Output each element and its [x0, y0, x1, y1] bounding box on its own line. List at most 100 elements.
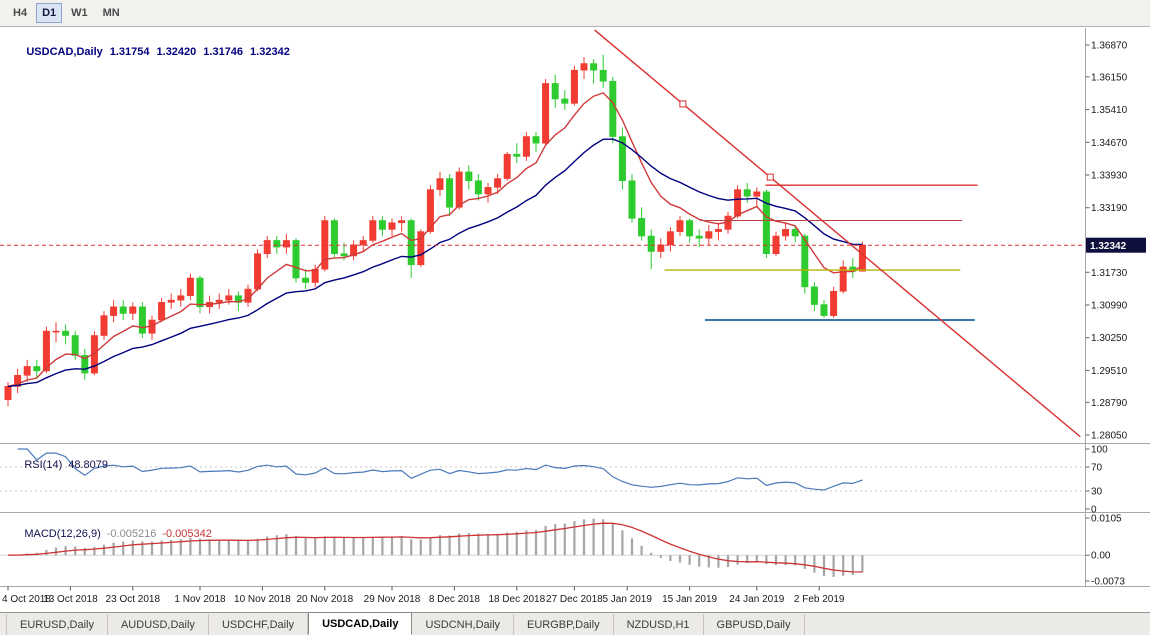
- candle-body: [407, 220, 415, 266]
- candle-body: [503, 153, 511, 179]
- chart-area[interactable]: 1.36870 1.36150 1.35410 1.34670 1.33930 1.331…: [0, 28, 1150, 612]
- candle-body: [522, 136, 530, 157]
- rsi-line: [17, 448, 863, 491]
- candle-body: [71, 335, 79, 356]
- candle-body: [292, 240, 300, 279]
- macd-tick-label: 0.0105: [1091, 514, 1122, 525]
- candle-body: [801, 235, 809, 288]
- candle-body: [273, 240, 281, 248]
- candle-body: [302, 277, 310, 283]
- candle-body: [42, 330, 50, 372]
- candle-body: [590, 63, 598, 71]
- price-axis[interactable]: 1.36870 1.36150 1.35410 1.34670 1.33930 1.331…: [1085, 41, 1128, 442]
- candle-body: [417, 231, 425, 266]
- chart-tab-audusd[interactable]: AUDUSD,Daily: [108, 614, 209, 635]
- candle-body: [839, 266, 847, 292]
- candle-body: [494, 178, 502, 188]
- chart-tab-usdcnh[interactable]: USDCNH,Daily: [412, 614, 515, 635]
- macd-tick-label: 0.00: [1091, 551, 1111, 562]
- candle-body: [791, 229, 799, 237]
- candle-body: [474, 180, 482, 195]
- candle-body: [542, 83, 550, 144]
- time-tick-label: 20 Nov 2018: [296, 594, 353, 605]
- candle-body: [561, 98, 569, 104]
- candle-body: [378, 220, 386, 230]
- candle-body: [570, 69, 578, 104]
- candle-body: [90, 335, 98, 374]
- candle-body: [551, 83, 559, 100]
- chart-tab-usdchf[interactable]: USDCHF,Daily: [209, 614, 309, 635]
- chart-tab-gbpusd[interactable]: GBPUSD,Daily: [704, 614, 805, 635]
- candle-body: [215, 299, 223, 303]
- candle-body: [282, 240, 290, 248]
- rsi-pane: 100 70 30 0: [0, 445, 1108, 516]
- candle-body: [62, 330, 70, 336]
- candle-body: [330, 220, 338, 255]
- timeframe-button-w1[interactable]: W1: [71, 7, 88, 19]
- candle-body: [743, 189, 751, 197]
- candle-body: [714, 229, 722, 232]
- candle-body: [225, 295, 233, 301]
- price-chart-svg[interactable]: 1.36870 1.36150 1.35410 1.34670 1.33930 1.331…: [0, 28, 1150, 612]
- candle-body: [33, 366, 41, 372]
- time-tick-label: 2 Feb 2019: [794, 594, 845, 605]
- chart-tab-usdcad[interactable]: USDCAD,Daily: [308, 612, 413, 635]
- time-tick-label: 24 Jan 2019: [729, 594, 784, 605]
- candle-body: [830, 290, 838, 316]
- time-tick-label: 4 Oct 2018: [2, 594, 51, 605]
- candle-body: [455, 171, 463, 208]
- trendline-handle[interactable]: [766, 173, 774, 181]
- trendline-handle[interactable]: [679, 100, 687, 108]
- candle-body: [609, 80, 617, 137]
- candle-body: [4, 386, 12, 400]
- candle-body: [138, 306, 146, 334]
- bid-price-badge: [1086, 237, 1146, 253]
- time-tick-label: 15 Jan 2019: [662, 594, 717, 605]
- candle-body: [532, 136, 540, 144]
- time-tick-label: 27 Dec 2018: [546, 594, 603, 605]
- bid-price-badge-label: 1.32342: [1090, 241, 1127, 252]
- candle-body: [119, 306, 127, 314]
- candle-body: [340, 253, 348, 257]
- candle-body: [734, 189, 742, 217]
- candle-body: [618, 136, 626, 182]
- price-tick-label: 1.36870: [1091, 41, 1128, 52]
- price-tick-label: 1.35410: [1091, 105, 1128, 116]
- time-tick-label: 29 Nov 2018: [364, 594, 421, 605]
- time-tick-label: 23 Oct 2018: [106, 594, 161, 605]
- candle-body: [638, 218, 646, 237]
- price-tick-label: 1.34670: [1091, 138, 1128, 149]
- candle-body: [158, 302, 166, 321]
- time-tick-label: 18 Dec 2018: [488, 594, 545, 605]
- candle-body: [657, 244, 665, 252]
- candle-body: [782, 229, 790, 237]
- trendline-object[interactable]: [594, 29, 1081, 438]
- candles: [4, 54, 866, 407]
- chart-tab-eurusd[interactable]: EURUSD,Daily: [6, 614, 108, 635]
- macd-signal-line: [7, 522, 863, 573]
- timeframe-toolbar: H4 D1 W1 MN: [0, 0, 1150, 27]
- rsi-tick-label: 70: [1091, 463, 1103, 474]
- candle-body: [686, 220, 694, 237]
- candle-body: [676, 220, 684, 232]
- price-tick-label: 1.36150: [1091, 72, 1128, 83]
- time-tick-label: 5 Jan 2019: [602, 594, 652, 605]
- candle-body: [263, 240, 271, 255]
- timeframe-button-mn[interactable]: MN: [102, 7, 120, 19]
- rsi-tick-label: 0: [1091, 505, 1097, 516]
- price-tick-label: 1.33930: [1091, 171, 1128, 182]
- chart-tab-eurgbp[interactable]: EURGBP,Daily: [514, 614, 614, 635]
- candle-body: [369, 220, 377, 241]
- candle-body: [81, 355, 89, 374]
- candle-body: [695, 235, 703, 239]
- candle-body: [513, 153, 521, 157]
- chart-tab-nzdusd[interactable]: NZDUSD,H1: [614, 614, 704, 635]
- candle-body: [647, 235, 655, 252]
- timeframe-button-d1[interactable]: D1: [36, 3, 63, 23]
- timeframe-button-h4[interactable]: H4: [13, 7, 28, 19]
- price-tick-label: 1.30250: [1091, 333, 1128, 344]
- candle-body: [753, 191, 761, 197]
- candle-body: [359, 240, 367, 246]
- macd-pane: 0.0105 0.00 -0.0073: [0, 514, 1125, 588]
